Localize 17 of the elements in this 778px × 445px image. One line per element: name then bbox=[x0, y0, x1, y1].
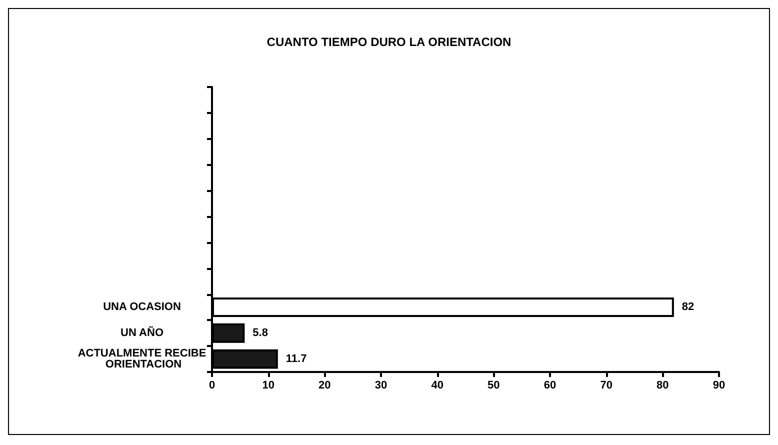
x-tick-label: 0 bbox=[208, 380, 216, 392]
data-label: 5.8 bbox=[252, 327, 268, 340]
x-tick-label: 60 bbox=[544, 380, 556, 392]
x-tick-label: 40 bbox=[431, 380, 444, 392]
x-tick-label: 90 bbox=[712, 380, 726, 392]
x-tick-label: 50 bbox=[488, 380, 500, 392]
data-label: 82 bbox=[682, 301, 694, 314]
x-tick-label: 30 bbox=[374, 380, 388, 392]
x-tick-label: 70 bbox=[600, 380, 612, 392]
y-tick-label: ACTUALMENTE RECIBE ORIENTACION bbox=[78, 348, 206, 371]
x-tick-label: 10 bbox=[262, 380, 274, 392]
y-tick-label: UNA OCASION bbox=[103, 301, 181, 314]
x-tick-label: 80 bbox=[656, 380, 669, 392]
x-tick-label: 20 bbox=[318, 380, 331, 392]
y-tick-label: UN AÑO bbox=[120, 326, 164, 340]
chart-title: CUANTO TIEMPO DURO LA ORIENTACION bbox=[266, 35, 512, 49]
data-label: 11.7 bbox=[286, 353, 307, 366]
